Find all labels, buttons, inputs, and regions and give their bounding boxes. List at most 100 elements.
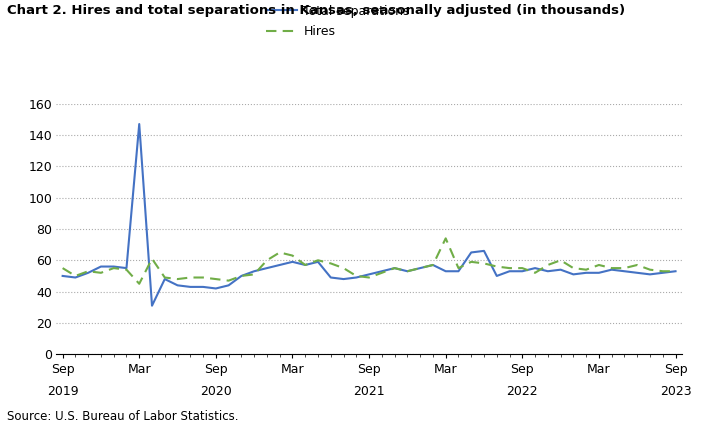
Total separations	[595, 270, 603, 276]
Hires	[569, 266, 578, 271]
Total separations	[84, 270, 92, 276]
Hires	[467, 259, 475, 264]
Total separations	[582, 270, 591, 276]
Total separations	[352, 275, 361, 280]
Total separations	[429, 262, 437, 267]
Total separations	[441, 269, 450, 274]
Total separations	[378, 269, 386, 274]
Total separations	[148, 303, 156, 308]
Total separations	[212, 286, 220, 291]
Text: Source: U.S. Bureau of Labor Statistics.: Source: U.S. Bureau of Labor Statistics.	[7, 410, 238, 423]
Total separations	[556, 267, 565, 272]
Hires	[441, 236, 450, 241]
Text: 2021: 2021	[354, 385, 385, 398]
Hires	[122, 267, 131, 272]
Hires	[250, 272, 259, 277]
Total separations	[71, 275, 79, 280]
Hires	[531, 270, 539, 276]
Hires	[390, 266, 399, 271]
Total separations	[493, 273, 501, 279]
Hires	[646, 267, 654, 272]
Total separations	[607, 267, 616, 272]
Total separations	[250, 269, 259, 274]
Hires	[58, 266, 67, 271]
Hires	[493, 264, 501, 269]
Text: 2022: 2022	[506, 385, 538, 398]
Hires	[607, 266, 616, 271]
Hires	[148, 256, 156, 261]
Total separations	[454, 269, 463, 274]
Hires	[314, 257, 322, 263]
Hires	[595, 262, 603, 267]
Total separations	[505, 269, 514, 274]
Text: 2019: 2019	[47, 385, 79, 398]
Total separations	[186, 284, 195, 289]
Hires	[365, 275, 373, 280]
Total separations	[314, 259, 322, 264]
Total separations	[174, 283, 182, 288]
Hires	[135, 281, 143, 286]
Total separations	[237, 273, 245, 279]
Hires	[340, 266, 348, 271]
Total separations	[135, 121, 143, 127]
Text: Chart 2. Hires and total separations in Kansas, seasonally adjusted (in thousand: Chart 2. Hires and total separations in …	[7, 4, 625, 17]
Total separations	[365, 272, 373, 277]
Total separations	[340, 276, 348, 282]
Total separations	[543, 269, 552, 274]
Total separations	[518, 269, 527, 274]
Total separations	[263, 266, 271, 271]
Hires	[352, 273, 361, 279]
Hires	[454, 266, 463, 271]
Hires	[199, 275, 207, 280]
Hires	[263, 257, 271, 263]
Total separations	[659, 270, 667, 276]
Line: Total separations: Total separations	[63, 124, 676, 306]
Total separations	[416, 266, 425, 271]
Total separations	[467, 250, 475, 255]
Hires	[416, 266, 425, 271]
Hires	[659, 269, 667, 274]
Total separations	[403, 269, 411, 274]
Total separations	[97, 264, 105, 269]
Hires	[84, 269, 92, 274]
Hires	[110, 266, 118, 271]
Hires	[212, 276, 220, 282]
Hires	[633, 262, 641, 267]
Total separations	[646, 272, 654, 277]
Total separations	[199, 284, 207, 289]
Total separations	[569, 272, 578, 277]
Hires	[671, 269, 680, 274]
Total separations	[122, 266, 131, 271]
Legend: Total separations, Hires: Total separations, Hires	[266, 5, 410, 38]
Hires	[71, 273, 79, 279]
Total separations	[288, 259, 297, 264]
Total separations	[620, 269, 628, 274]
Total separations	[301, 262, 309, 267]
Hires	[97, 270, 105, 276]
Text: 2023: 2023	[659, 385, 691, 398]
Hires	[160, 275, 169, 280]
Hires	[378, 270, 386, 276]
Hires	[276, 250, 284, 255]
Total separations	[160, 276, 169, 282]
Hires	[543, 262, 552, 267]
Total separations	[276, 262, 284, 267]
Hires	[582, 267, 591, 272]
Hires	[327, 261, 335, 266]
Hires	[479, 261, 488, 266]
Total separations	[58, 273, 67, 279]
Hires	[224, 278, 233, 283]
Hires	[174, 276, 182, 282]
Hires	[301, 262, 309, 267]
Total separations	[224, 283, 233, 288]
Hires	[403, 269, 411, 274]
Hires	[186, 275, 195, 280]
Text: 2020: 2020	[200, 385, 232, 398]
Total separations	[327, 275, 335, 280]
Total separations	[671, 269, 680, 274]
Hires	[505, 266, 514, 271]
Total separations	[479, 248, 488, 254]
Total separations	[531, 266, 539, 271]
Hires	[620, 266, 628, 271]
Total separations	[110, 264, 118, 269]
